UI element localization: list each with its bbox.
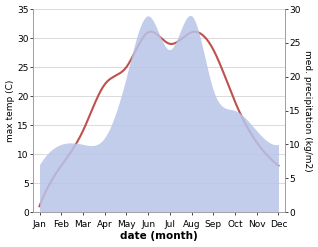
X-axis label: date (month): date (month) (120, 231, 198, 242)
Y-axis label: med. precipitation (kg/m2): med. precipitation (kg/m2) (303, 50, 313, 171)
Y-axis label: max temp (C): max temp (C) (5, 79, 15, 142)
